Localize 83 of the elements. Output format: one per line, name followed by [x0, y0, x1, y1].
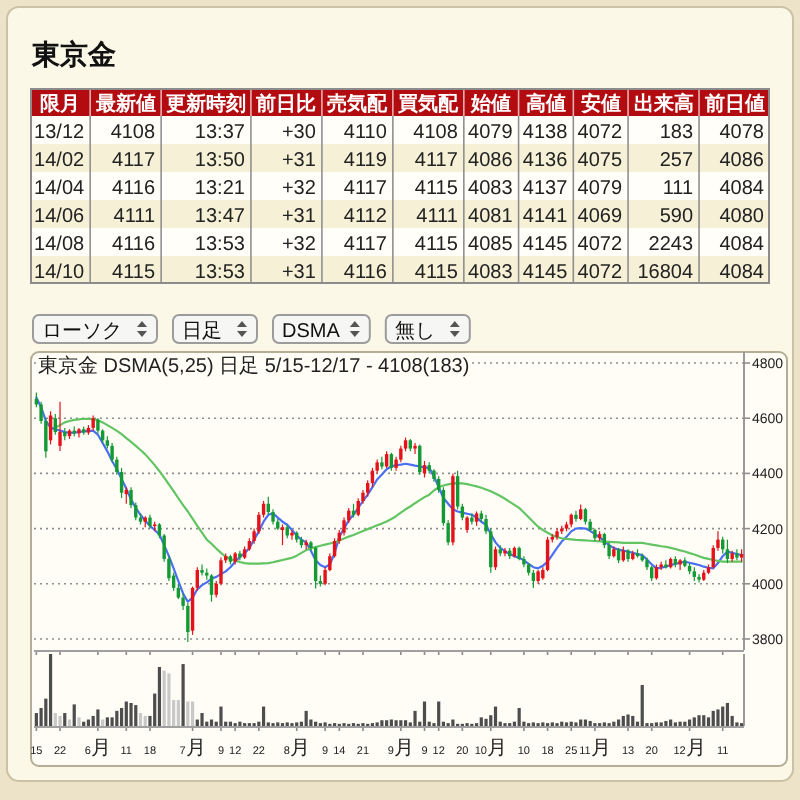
- text: 4141: [522, 206, 568, 228]
- chart-title: 東京金 DSMA(5,25) 日足 5/15-12/17 - 4108(183): [38, 354, 470, 378]
- text: 13:53: [194, 234, 245, 256]
- text: 4115: [414, 178, 458, 200]
- text: +31: [281, 262, 316, 284]
- text: 4115: [112, 262, 156, 284]
- text: 4069: [577, 206, 623, 228]
- text: 183: [659, 122, 694, 144]
- text: 4119: [343, 150, 387, 172]
- text: 13/12: [34, 122, 85, 144]
- category-label: 限月: [40, 94, 81, 116]
- dropdown: ローソク: [32, 314, 158, 344]
- text: 4117: [112, 150, 156, 172]
- text: 14/04: [34, 178, 85, 200]
- text: 13:50: [194, 150, 245, 172]
- text: 14/10: [34, 262, 85, 284]
- text: 13:47: [194, 206, 245, 228]
- category-label: 前日比: [254, 92, 317, 116]
- text: 4136: [522, 150, 568, 172]
- text: 14/02: [34, 150, 85, 172]
- text: +32: [281, 234, 316, 256]
- text: 2243: [648, 234, 694, 256]
- category-label: 始値: [469, 92, 512, 116]
- text: 4117: [343, 234, 387, 256]
- text: 4072: [577, 234, 623, 256]
- text: 4083: [468, 178, 513, 200]
- text: 13:21: [194, 178, 245, 200]
- text: 14/06: [34, 206, 85, 228]
- category-label: 買気配: [396, 92, 461, 116]
- text: 4072: [577, 262, 623, 284]
- text: 4078: [719, 122, 764, 144]
- text: 4080: [719, 206, 764, 228]
- text: 4086: [468, 150, 513, 172]
- text: 4115: [414, 262, 458, 284]
- text: 4115: [414, 234, 458, 256]
- text: 4111: [113, 206, 156, 228]
- text: 4079: [577, 178, 623, 200]
- text: 4083: [468, 262, 513, 284]
- text: 4084: [719, 178, 764, 200]
- category-label: 最新値: [93, 92, 156, 116]
- text: 4145: [522, 262, 568, 284]
- text: 4085: [468, 234, 513, 256]
- dropdown: 無し: [384, 314, 471, 344]
- text: 4086: [719, 150, 764, 172]
- text: 4072: [577, 122, 623, 144]
- text: 16804: [637, 262, 694, 284]
- category-label: 売気配: [327, 92, 390, 116]
- text: 111: [662, 178, 694, 200]
- text: 4081: [468, 206, 513, 228]
- text: 4117: [343, 178, 387, 200]
- dropdown: DSMA: [272, 314, 371, 344]
- text: 4116: [112, 178, 156, 200]
- text: 4116: [112, 234, 156, 256]
- text: 4084: [719, 234, 764, 256]
- text: 4112: [343, 206, 387, 228]
- text: 4075: [577, 150, 623, 172]
- category-label: 前日値: [702, 92, 765, 116]
- category-label: 更新時刻: [166, 92, 247, 116]
- text: 4108: [413, 122, 458, 144]
- text: +31: [281, 206, 316, 228]
- text: +30: [281, 122, 316, 144]
- text: 14/08: [34, 234, 85, 256]
- text: +32: [281, 178, 316, 200]
- dropdown: 日足: [172, 314, 258, 344]
- text: 13:53: [194, 262, 245, 284]
- category-label: 高値: [525, 92, 566, 116]
- text: 4137: [522, 178, 568, 200]
- text: 4079: [468, 122, 513, 144]
- text: 590: [659, 206, 694, 228]
- text: 4145: [522, 234, 568, 256]
- text: 東京金: [30, 38, 118, 70]
- text: 4108: [110, 122, 156, 144]
- text: 4111: [416, 206, 458, 228]
- text: 4138: [522, 122, 568, 144]
- text: 13:37: [194, 122, 245, 144]
- category-label: 出来高: [633, 92, 694, 116]
- text: +31: [281, 150, 316, 172]
- text: 257: [659, 150, 694, 172]
- text: 4110: [343, 122, 387, 144]
- category-label: 安値: [580, 92, 621, 116]
- text: 4084: [719, 262, 764, 284]
- text: 4117: [414, 150, 458, 172]
- text: 4116: [343, 262, 387, 284]
